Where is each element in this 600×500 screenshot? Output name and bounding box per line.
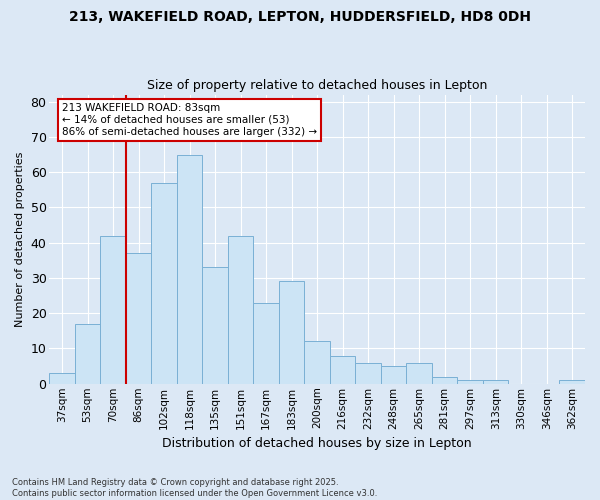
Bar [457, 380, 483, 384]
Bar [483, 380, 508, 384]
Bar [330, 356, 355, 384]
Bar [100, 236, 126, 384]
Title: Size of property relative to detached houses in Lepton: Size of property relative to detached ho… [147, 79, 487, 92]
Bar [355, 362, 381, 384]
X-axis label: Distribution of detached houses by size in Lepton: Distribution of detached houses by size … [163, 437, 472, 450]
Bar [228, 236, 253, 384]
Bar [253, 302, 279, 384]
Bar [279, 282, 304, 384]
Y-axis label: Number of detached properties: Number of detached properties [15, 152, 25, 327]
Bar [202, 268, 228, 384]
Bar [75, 324, 100, 384]
Bar [559, 380, 585, 384]
Bar [406, 362, 432, 384]
Bar [126, 254, 151, 384]
Bar [432, 376, 457, 384]
Bar [49, 373, 75, 384]
Text: 213, WAKEFIELD ROAD, LEPTON, HUDDERSFIELD, HD8 0DH: 213, WAKEFIELD ROAD, LEPTON, HUDDERSFIEL… [69, 10, 531, 24]
Text: 213 WAKEFIELD ROAD: 83sqm
← 14% of detached houses are smaller (53)
86% of semi-: 213 WAKEFIELD ROAD: 83sqm ← 14% of detac… [62, 104, 317, 136]
Text: Contains HM Land Registry data © Crown copyright and database right 2025.
Contai: Contains HM Land Registry data © Crown c… [12, 478, 377, 498]
Bar [151, 182, 177, 384]
Bar [177, 154, 202, 384]
Bar [381, 366, 406, 384]
Bar [304, 342, 330, 384]
